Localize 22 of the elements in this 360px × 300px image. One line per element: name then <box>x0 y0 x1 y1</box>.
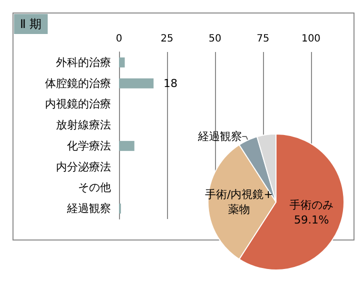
x-tick-label: 75 <box>256 34 270 44</box>
slice-label: 手術/内視鏡+薬物 <box>205 188 273 216</box>
y-tick-label: 体腔鏡的治療 <box>45 76 111 90</box>
y-tick-label: 化学療法 <box>67 139 111 152</box>
y-tick-label: 経過観察 <box>66 202 111 216</box>
slice-label: 経過観察 <box>197 130 242 143</box>
bar <box>119 140 134 151</box>
x-tick-label: 50 <box>208 34 222 44</box>
chart-title: Ⅱ 期 <box>20 17 42 31</box>
y-tick-label: 外科的治療 <box>56 56 111 69</box>
slice-label: 手術のみ <box>290 198 334 212</box>
data-label: 18 <box>164 76 178 90</box>
x-tick-label: 100 <box>301 34 321 44</box>
y-tick-label: 放射線療法 <box>56 118 111 132</box>
y-tick-label: 内視鏡的治療 <box>45 98 111 111</box>
x-tick-label: 25 <box>160 34 174 44</box>
y-tick-label: その他 <box>78 181 111 194</box>
x-tick-label: 0 <box>116 34 122 44</box>
y-tick-label: 内分泌療法 <box>56 160 111 174</box>
data-label: 59.1% <box>294 213 329 226</box>
bar <box>119 78 154 88</box>
bar <box>119 57 125 68</box>
